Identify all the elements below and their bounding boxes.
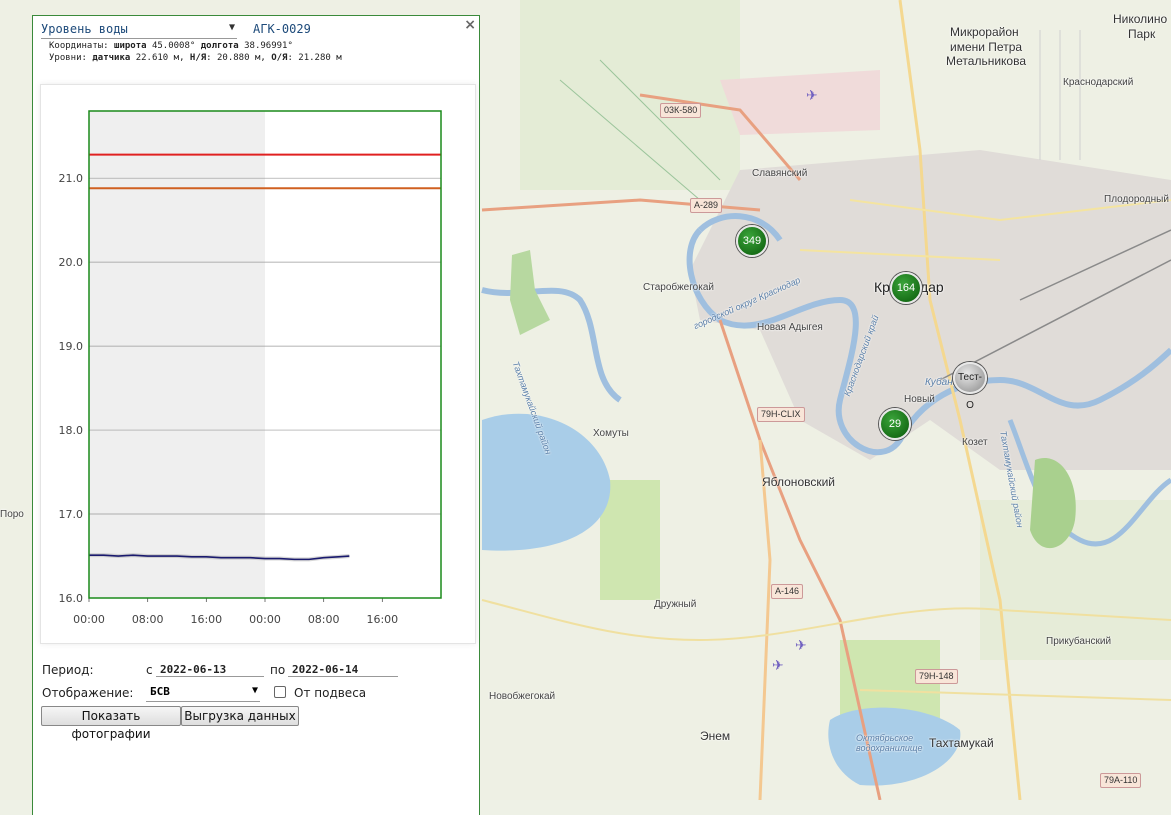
chevron-down-icon: ▼ [251, 685, 258, 696]
suspension-label: От подвеса [294, 686, 367, 700]
station-marker[interactable]: 164 [890, 272, 922, 304]
from-label: с [146, 663, 153, 677]
chart-y-tick-label: 20.0 [59, 256, 84, 269]
sensor-label: датчика [92, 53, 131, 63]
chart-y-tick-label: 21.0 [59, 172, 84, 185]
chevron-down-icon: ▼ [228, 22, 235, 33]
chart-y-tick-label: 19.0 [59, 340, 84, 353]
map-label: Поро [0, 509, 24, 520]
chart-x-tick-label: 16:00 [190, 613, 222, 626]
lat-label: широта [114, 41, 147, 51]
station-marker[interactable]: 349 [736, 225, 768, 257]
suspension-checkbox[interactable] [274, 686, 286, 698]
map-label: Прикубанский [1046, 636, 1112, 647]
road-badge: А-146 [771, 584, 804, 599]
chart-x-tick-label: 08:00 [308, 613, 340, 626]
map-label: Краснодарский [1063, 77, 1134, 88]
road-badge: А-289 [690, 198, 723, 213]
lon-value: 38.96991° [238, 41, 293, 51]
show-photos-button[interactable]: Показать фотографии [41, 706, 181, 741]
map-label: Тахтамукай [929, 736, 994, 750]
lon-label: долгота [195, 41, 239, 51]
levels-line: Уровни: датчика 22.610 м, Н/Я: 20.880 м,… [49, 53, 342, 63]
from-date-value: 2022-06-13 [156, 663, 264, 677]
chart-x-tick-label: 00:00 [249, 613, 281, 626]
to-date-input[interactable]: 2022-06-14 [288, 662, 400, 677]
chart-y-tick-label: 18.0 [59, 424, 84, 437]
chart-x-tick-label: 16:00 [366, 613, 398, 626]
road-badge: 79Н-CLIX [757, 407, 805, 422]
map-label: Николино [1113, 12, 1168, 26]
oya-value: : 21.280 м [287, 53, 342, 63]
map-label: Хомуты [593, 428, 629, 439]
lat-value: 45.0008° [146, 41, 196, 51]
map-label: Метальникова [946, 54, 1026, 68]
airport-icon: ✈ [772, 658, 784, 674]
road-badge: 79Н-148 [915, 669, 958, 684]
airport-icon: ✈ [795, 638, 807, 654]
road-badge: 03К-580 [660, 103, 702, 118]
map-label: Новая Адыгея [757, 322, 823, 333]
to-date-value: 2022-06-14 [288, 663, 398, 677]
display-select[interactable]: БСВ ▼ [146, 685, 260, 702]
parameter-select-value: Уровень воды [41, 22, 128, 36]
map-label: Старобжегокай [643, 282, 714, 293]
from-date-input[interactable]: 2022-06-13 [156, 662, 264, 677]
map-label-water: Октябрьское водохранилище [856, 733, 923, 753]
display-select-value: БСВ [150, 685, 170, 698]
station-marker[interactable]: 29 [879, 408, 911, 440]
levels-prefix: Уровни: [49, 53, 93, 63]
close-icon[interactable]: × [464, 17, 476, 33]
chart-x-tick-label: 08:00 [132, 613, 164, 626]
water-level-chart[interactable]: 16.0 17.0 18.0 19.0 20.0 21.0 00:00 08:00 16:00 0… [41, 85, 475, 643]
airport-icon: ✈ [806, 88, 818, 104]
oya-label: О/Я [265, 53, 288, 63]
chart-y-tick-label: 16.0 [59, 592, 84, 605]
chart-y-tick-label: 17.0 [59, 508, 84, 521]
chart-day-shade [89, 111, 265, 598]
nya-value: : 20.880 м, [206, 53, 266, 63]
export-data-button[interactable]: Выгрузка данных [181, 706, 299, 726]
station-panel: × Уровень воды ▼ АГК-0029 Координаты: ши… [32, 15, 480, 815]
chart-series-line [89, 554, 350, 561]
display-label: Отображение: [42, 686, 134, 700]
coordinates-line: Координаты: широта 45.0008° долгота 38.9… [49, 41, 293, 51]
sensor-value: 22.610 м, [130, 53, 185, 63]
map-label: Дружный [654, 599, 697, 610]
coords-prefix: Координаты: [49, 41, 115, 51]
chart-x-tick-label: 00:00 [73, 613, 105, 626]
nya-label: Н/Я [184, 53, 207, 63]
map-label: Новый [904, 394, 935, 405]
map-label: имени Петра [950, 40, 1023, 54]
parameter-select[interactable]: Уровень воды ▼ [41, 22, 237, 39]
station-marker-test[interactable]: Тест-О [953, 362, 987, 411]
map-label: Энем [700, 729, 731, 743]
map-label: Яблоновский [762, 475, 836, 489]
map-label-water: Кубань [925, 377, 958, 388]
panel-header: Уровень воды ▼ АГК-0029 [41, 22, 311, 39]
map-label: Новобжегокай [489, 691, 556, 702]
map-label: Козет [962, 437, 988, 448]
map-label: Славянский [752, 168, 808, 179]
map-label: Плодородный [1104, 194, 1169, 205]
chart-container: 16.0 17.0 18.0 19.0 20.0 21.0 00:00 08:00 16:00 0… [40, 84, 476, 644]
period-label: Период: [42, 663, 94, 677]
station-id: АГК-0029 [253, 22, 311, 36]
map-label: Микрорайон [950, 25, 1019, 39]
road-badge: 79А-110 [1100, 773, 1142, 788]
to-label: по [270, 663, 286, 677]
chart-plot-frame [88, 110, 442, 599]
map-label: Парк [1128, 27, 1156, 41]
